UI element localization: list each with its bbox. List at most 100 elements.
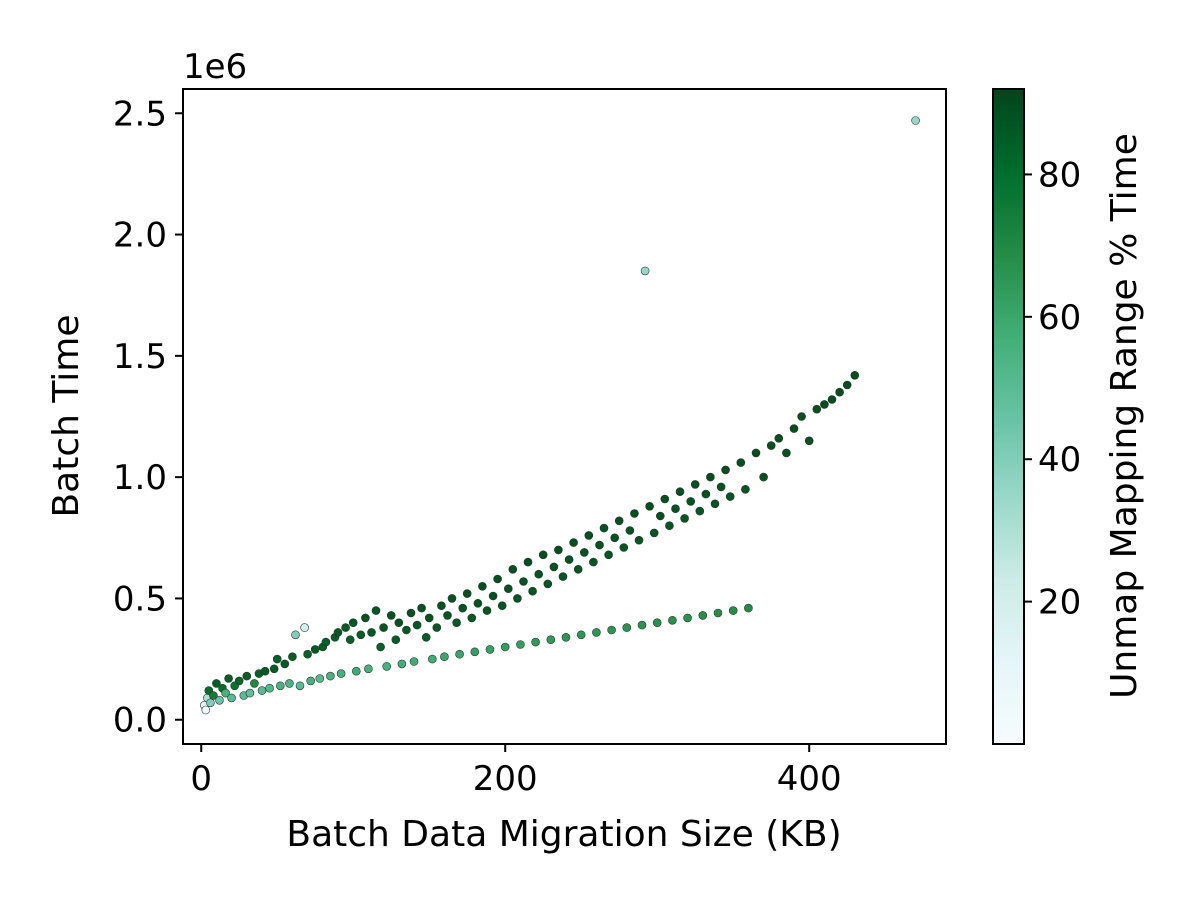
data-point bbox=[649, 528, 659, 538]
colorbar-tick-label: 60 bbox=[1038, 298, 1081, 338]
data-point bbox=[576, 630, 586, 640]
data-point bbox=[215, 695, 224, 705]
data-point bbox=[519, 577, 528, 586]
data-point bbox=[668, 615, 677, 625]
data-point bbox=[224, 674, 233, 683]
data-point bbox=[432, 623, 442, 632]
data-point bbox=[397, 659, 407, 669]
data-point bbox=[260, 666, 270, 676]
data-point bbox=[455, 649, 464, 659]
data-point bbox=[549, 562, 559, 572]
data-point bbox=[310, 645, 320, 654]
data-point bbox=[584, 531, 594, 540]
x-axis-label: Batch Data Migration Size (KB) bbox=[286, 814, 841, 855]
data-point bbox=[462, 589, 472, 598]
data-point bbox=[345, 635, 355, 645]
x-tick-label: 200 bbox=[473, 759, 538, 799]
data-point bbox=[835, 387, 844, 397]
data-point bbox=[272, 654, 282, 664]
colorbar-axis: 20 40 60 80 bbox=[1024, 155, 1081, 623]
data-point bbox=[592, 628, 601, 637]
y-axis-label: Batch Time bbox=[46, 314, 87, 517]
data-point bbox=[452, 618, 461, 628]
data-point bbox=[741, 484, 750, 494]
data-point bbox=[665, 521, 674, 531]
data-point bbox=[300, 623, 309, 632]
data-point bbox=[351, 666, 361, 676]
data-point bbox=[789, 424, 799, 433]
data-point bbox=[485, 645, 495, 654]
data-point bbox=[820, 400, 829, 409]
data-point bbox=[227, 693, 236, 703]
data-point bbox=[744, 603, 753, 613]
plot-frame bbox=[182, 88, 947, 745]
data-point bbox=[637, 620, 647, 630]
y-tick-label: 2.5 bbox=[113, 94, 167, 134]
data-point bbox=[250, 679, 259, 688]
data-point bbox=[443, 611, 452, 620]
data-point bbox=[275, 681, 285, 691]
data-point bbox=[201, 705, 211, 715]
data-point bbox=[417, 603, 426, 613]
data-point bbox=[513, 594, 522, 603]
data-point bbox=[516, 640, 525, 649]
data-point bbox=[447, 594, 457, 603]
data-point bbox=[614, 516, 624, 526]
data-point bbox=[326, 671, 335, 681]
data-point bbox=[321, 637, 331, 647]
y-tick-label: 0.5 bbox=[113, 579, 167, 619]
data-point bbox=[751, 448, 761, 458]
data-point bbox=[391, 635, 401, 645]
data-point bbox=[379, 623, 388, 632]
colorbar-tick-label: 80 bbox=[1038, 155, 1081, 195]
data-point bbox=[427, 654, 437, 664]
data-point bbox=[804, 436, 814, 446]
data-point bbox=[361, 613, 370, 623]
data-point bbox=[523, 557, 533, 567]
data-point bbox=[406, 608, 416, 618]
data-point bbox=[713, 608, 723, 618]
data-point bbox=[285, 679, 294, 688]
data-point bbox=[371, 606, 381, 615]
data-point bbox=[595, 540, 604, 550]
data-point bbox=[782, 448, 791, 458]
data-point bbox=[538, 550, 548, 560]
data-point bbox=[500, 642, 510, 652]
colorbar-tick-label: 40 bbox=[1038, 440, 1081, 480]
data-point bbox=[607, 625, 616, 635]
data-point bbox=[288, 652, 297, 662]
data-point bbox=[554, 545, 563, 555]
data-point bbox=[295, 681, 305, 691]
data-point bbox=[622, 623, 632, 632]
data-point bbox=[604, 550, 613, 560]
data-point bbox=[493, 574, 502, 584]
data-point bbox=[812, 404, 822, 414]
x-tick-label: 400 bbox=[777, 759, 842, 799]
data-point bbox=[683, 613, 692, 623]
y-axis: 0.0 0.5 1.0 1.5 2.0 2.5 bbox=[113, 94, 183, 741]
data-point bbox=[336, 669, 346, 678]
data-point bbox=[686, 497, 696, 506]
data-point bbox=[303, 649, 312, 659]
data-point bbox=[774, 433, 784, 443]
data-point bbox=[695, 506, 705, 516]
data-point bbox=[827, 395, 837, 404]
data-point bbox=[402, 625, 411, 635]
x-tick-label: 0 bbox=[190, 759, 212, 799]
data-point bbox=[671, 504, 680, 514]
data-point bbox=[579, 548, 589, 557]
data-point bbox=[364, 664, 373, 674]
y-tick-label: 2.0 bbox=[113, 216, 167, 256]
data-point bbox=[725, 492, 735, 501]
data-point bbox=[558, 572, 568, 581]
data-point bbox=[497, 601, 507, 611]
data-point bbox=[640, 266, 650, 276]
data-point bbox=[634, 535, 644, 545]
data-point bbox=[850, 370, 860, 380]
data-point bbox=[269, 664, 279, 674]
data-point bbox=[625, 526, 635, 535]
data-point bbox=[458, 603, 468, 613]
data-point bbox=[716, 482, 726, 492]
